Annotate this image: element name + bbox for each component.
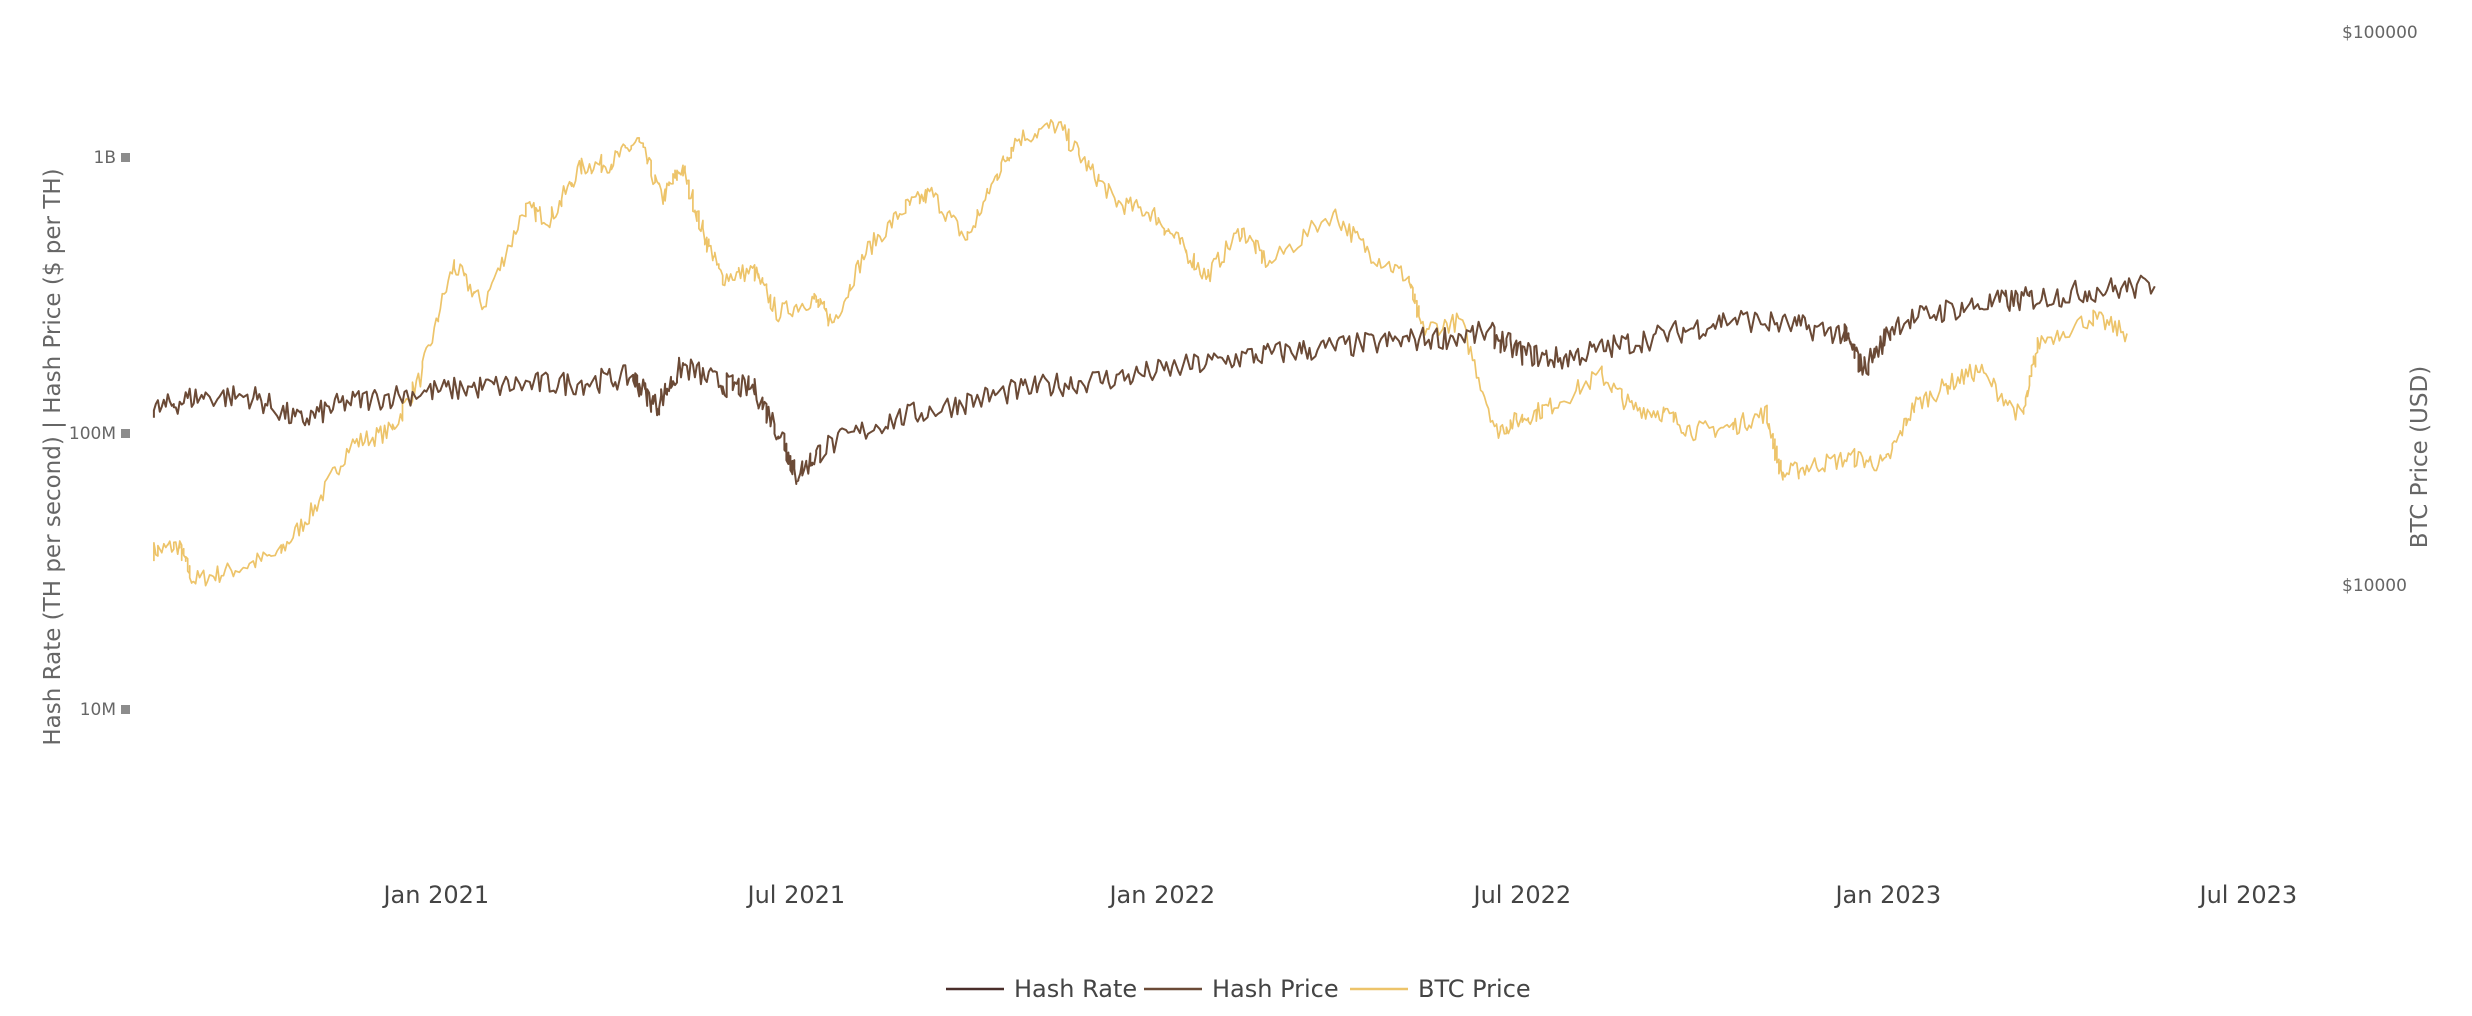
y-left-tick-mark bbox=[121, 153, 130, 162]
series-line-btc-price bbox=[153, 119, 2128, 587]
y-left-axis-title: Hash Rate (TH per second) | Hash Price (… bbox=[40, 168, 66, 745]
legend-label: BTC Price bbox=[1418, 975, 1531, 1003]
plot-area bbox=[152, 119, 2156, 587]
legend-item-hash-price[interactable]: Hash Price bbox=[1144, 975, 1339, 1003]
x-tick-label: Jul 2021 bbox=[746, 881, 846, 909]
legend-item-btc-price[interactable]: BTC Price bbox=[1350, 975, 1531, 1003]
y-left-tick-label: 100M bbox=[69, 424, 116, 444]
x-tick-label: Jan 2021 bbox=[381, 881, 489, 909]
y-left-ticks: 1B 100M 10M bbox=[69, 148, 130, 720]
y-right-axis-title: BTC Price (USD) bbox=[2407, 366, 2433, 548]
y-left-tick-label: 10M bbox=[80, 700, 116, 720]
y-left-tick-mark bbox=[121, 705, 130, 714]
y-left-tick-mark bbox=[121, 429, 130, 438]
series-line-hash-price bbox=[152, 274, 2156, 485]
x-tick-label: Jul 2022 bbox=[1471, 881, 1571, 909]
legend-label: Hash Price bbox=[1212, 975, 1339, 1003]
y-right-tick-label: $100000 bbox=[2342, 23, 2418, 43]
x-tick-label: Jul 2023 bbox=[2197, 881, 2297, 909]
y-left-tick-label: 1B bbox=[94, 148, 116, 168]
y-right-tick-label: $10000 bbox=[2342, 576, 2407, 596]
legend-label: Hash Rate bbox=[1014, 975, 1137, 1003]
legend: Hash Rate Hash Price BTC Price bbox=[946, 975, 1531, 1003]
x-axis-ticks: Jan 2021 Jul 2021 Jan 2022 Jul 2022 Jan 2023… bbox=[381, 881, 2297, 909]
legend-item-hash-rate[interactable]: Hash Rate bbox=[946, 975, 1137, 1003]
x-tick-label: Jan 2022 bbox=[1107, 881, 1215, 909]
x-tick-label: Jan 2023 bbox=[1833, 881, 1941, 909]
y-right-ticks: $100000 $10000 bbox=[2342, 23, 2418, 596]
